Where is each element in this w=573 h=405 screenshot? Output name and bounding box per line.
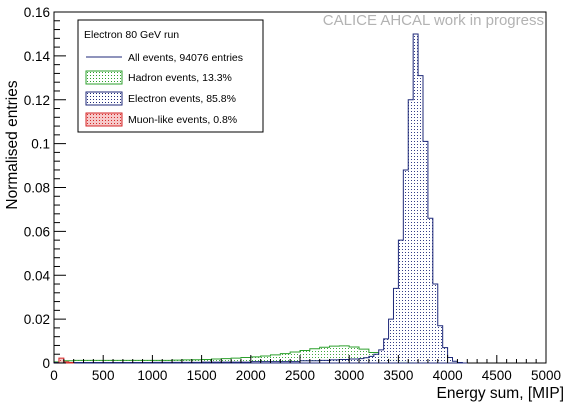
y-tick-label: 0.06 [24, 224, 50, 239]
y-tick-label: 0 [42, 356, 50, 371]
x-tick-label: 500 [92, 368, 115, 383]
legend-header: Electron 80 GeV run [84, 29, 179, 41]
legend-swatch-muon [86, 113, 122, 126]
legend-label-hadron: Hadron events, 13.3% [128, 72, 232, 84]
x-tick-label: 3000 [334, 368, 364, 383]
y-axis-title: Normalised entries [4, 80, 21, 209]
y-tick-label: 0.1 [31, 137, 50, 152]
x-tick-label: 5000 [531, 368, 561, 383]
legend-swatch-hadron [86, 71, 122, 84]
y-tick-label: 0.02 [24, 312, 50, 327]
watermark-text: CALICE AHCAL work in progress [323, 12, 544, 29]
x-tick-label: 4500 [482, 368, 512, 383]
y-tick-label: 0.14 [24, 49, 51, 64]
legend-label-electron: Electron events, 85.8% [128, 93, 236, 105]
x-tick-label: 3500 [383, 368, 413, 383]
x-axis-title: Energy sum, [MIP] [437, 385, 564, 402]
legend-swatch-electron [86, 92, 122, 105]
legend-label-muon: Muon-like events, 0.8% [128, 114, 237, 126]
x-tick-label: 2500 [285, 368, 315, 383]
y-tick-label: 0.12 [24, 93, 50, 108]
x-tick-label: 2000 [236, 368, 266, 383]
y-tick-label: 0.04 [24, 268, 51, 283]
x-tick-label: 1500 [187, 368, 217, 383]
legend: Electron 80 GeV run All events, 94076 en… [78, 20, 263, 132]
y-tick-label: 0.16 [24, 5, 50, 20]
x-tick-label: 1000 [137, 368, 167, 383]
y-tick-label: 0.08 [24, 181, 50, 196]
x-tick-label: 4000 [433, 368, 463, 383]
x-tick-label: 0 [50, 368, 58, 383]
legend-label-all: All events, 94076 entries [128, 52, 243, 64]
